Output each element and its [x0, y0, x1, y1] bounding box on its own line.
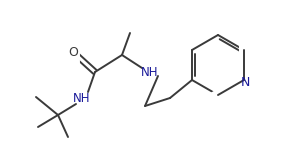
Text: O: O [68, 46, 78, 58]
Text: N: N [240, 76, 250, 89]
Text: NH: NH [73, 91, 91, 104]
Text: NH: NH [141, 66, 159, 79]
